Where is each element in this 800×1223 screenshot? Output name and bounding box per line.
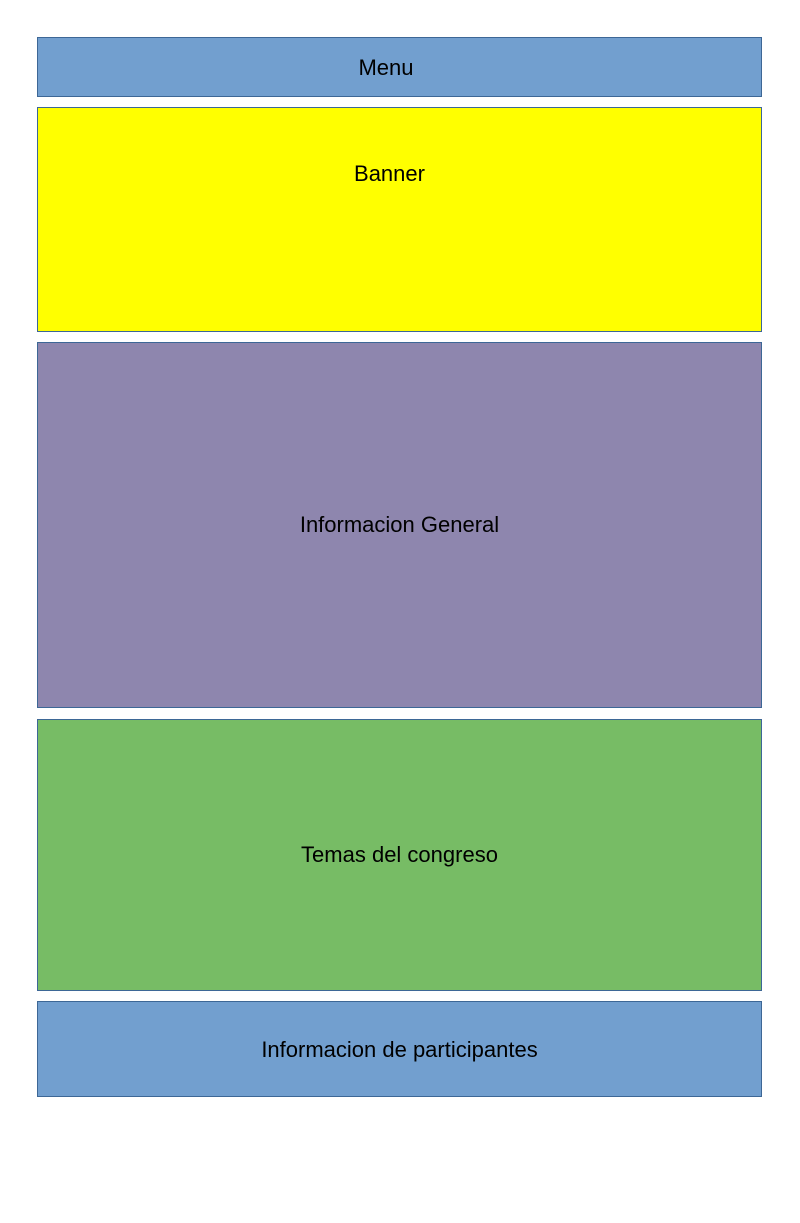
menu-label: Menu xyxy=(358,55,414,80)
informacion-de-participantes-label: Informacion de participantes xyxy=(261,1037,538,1062)
temas-del-congreso-block: Temas del congreso xyxy=(37,719,762,991)
banner-block: Banner xyxy=(37,107,762,332)
informacion-general-block: Informacion General xyxy=(37,342,762,708)
menu-block: Menu xyxy=(37,37,762,97)
banner-label: Banner xyxy=(354,161,425,186)
temas-del-congreso-label: Temas del congreso xyxy=(301,842,498,867)
informacion-de-participantes-block: Informacion de participantes xyxy=(37,1001,762,1097)
informacion-general-label: Informacion General xyxy=(299,512,500,537)
